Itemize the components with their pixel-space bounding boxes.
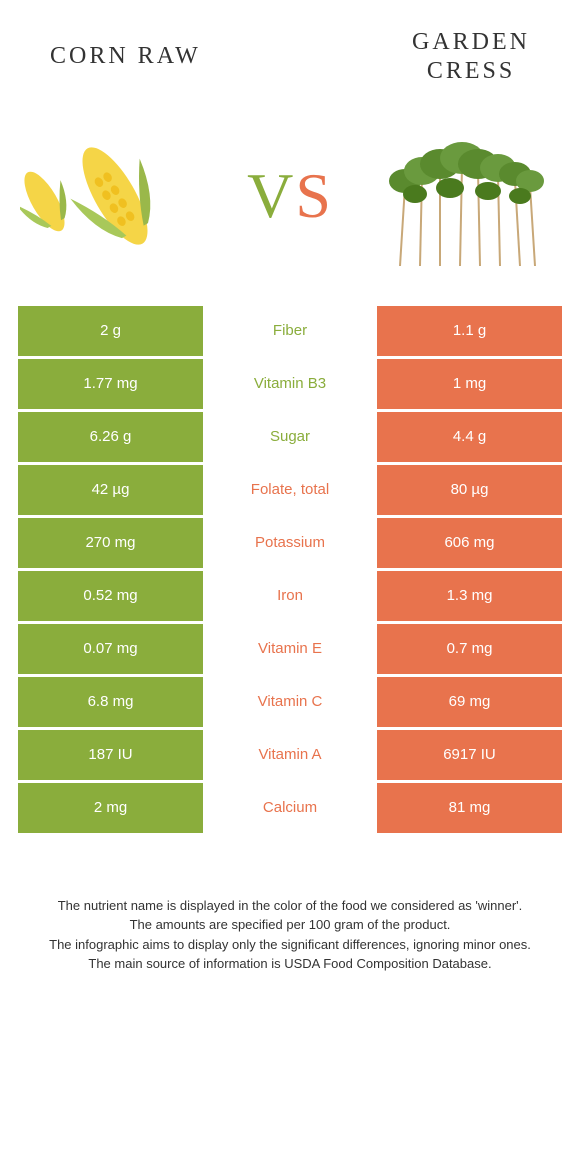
table-row: 270 mgPotassium606 mg	[18, 518, 562, 568]
cell-nutrient-label: Potassium	[206, 518, 374, 568]
cell-right-value: 1 mg	[377, 359, 562, 409]
table-row: 2 gFiber1.1 g	[18, 306, 562, 356]
footer-line-2: The amounts are specified per 100 gram o…	[30, 915, 550, 935]
table-row: 187 IUVitamin A6917 IU	[18, 730, 562, 780]
vs-s: S	[295, 160, 333, 231]
cell-right-value: 69 mg	[377, 677, 562, 727]
table-row: 2 mgCalcium81 mg	[18, 783, 562, 833]
title-right: GARDENCRESS	[412, 28, 530, 86]
cell-left-value: 2 g	[18, 306, 203, 356]
title-left: CORN RAW	[50, 43, 201, 70]
cell-right-value: 606 mg	[377, 518, 562, 568]
cell-nutrient-label: Fiber	[206, 306, 374, 356]
header-row: CORN RAW GARDENCRESS	[0, 0, 580, 96]
table-row: 0.52 mgIron1.3 mg	[18, 571, 562, 621]
footer-line-3: The infographic aims to display only the…	[30, 935, 550, 955]
cell-nutrient-label: Vitamin C	[206, 677, 374, 727]
footer-line-1: The nutrient name is displayed in the co…	[30, 896, 550, 916]
images-row: VS	[0, 96, 580, 306]
cell-nutrient-label: Iron	[206, 571, 374, 621]
vs-label: VS	[247, 159, 333, 233]
table-row: 0.07 mgVitamin E0.7 mg	[18, 624, 562, 674]
cell-nutrient-label: Vitamin E	[206, 624, 374, 674]
footer-notes: The nutrient name is displayed in the co…	[0, 836, 580, 974]
table-row: 6.26 gSugar4.4 g	[18, 412, 562, 462]
cell-left-value: 0.07 mg	[18, 624, 203, 674]
vs-v: V	[247, 160, 295, 231]
cell-right-value: 6917 IU	[377, 730, 562, 780]
cell-nutrient-label: Folate, total	[206, 465, 374, 515]
cell-left-value: 6.26 g	[18, 412, 203, 462]
footer-line-4: The main source of information is USDA F…	[30, 954, 550, 974]
cell-left-value: 1.77 mg	[18, 359, 203, 409]
cell-nutrient-label: Vitamin A	[206, 730, 374, 780]
cell-left-value: 0.52 mg	[18, 571, 203, 621]
corn-image	[20, 116, 210, 276]
cell-left-value: 6.8 mg	[18, 677, 203, 727]
table-row: 42 µgFolate, total80 µg	[18, 465, 562, 515]
cell-right-value: 4.4 g	[377, 412, 562, 462]
cell-left-value: 2 mg	[18, 783, 203, 833]
cell-nutrient-label: Calcium	[206, 783, 374, 833]
table-row: 1.77 mgVitamin B31 mg	[18, 359, 562, 409]
cell-right-value: 80 µg	[377, 465, 562, 515]
cell-left-value: 187 IU	[18, 730, 203, 780]
table-row: 6.8 mgVitamin C69 mg	[18, 677, 562, 727]
cress-image	[370, 116, 560, 276]
nutrient-table: 2 gFiber1.1 g1.77 mgVitamin B31 mg6.26 g…	[0, 306, 580, 833]
cell-right-value: 81 mg	[377, 783, 562, 833]
cell-nutrient-label: Vitamin B3	[206, 359, 374, 409]
cell-right-value: 1.3 mg	[377, 571, 562, 621]
cell-right-value: 1.1 g	[377, 306, 562, 356]
cell-nutrient-label: Sugar	[206, 412, 374, 462]
infographic-container: CORN RAW GARDENCRESS	[0, 0, 580, 974]
cell-left-value: 270 mg	[18, 518, 203, 568]
cell-left-value: 42 µg	[18, 465, 203, 515]
cell-right-value: 0.7 mg	[377, 624, 562, 674]
